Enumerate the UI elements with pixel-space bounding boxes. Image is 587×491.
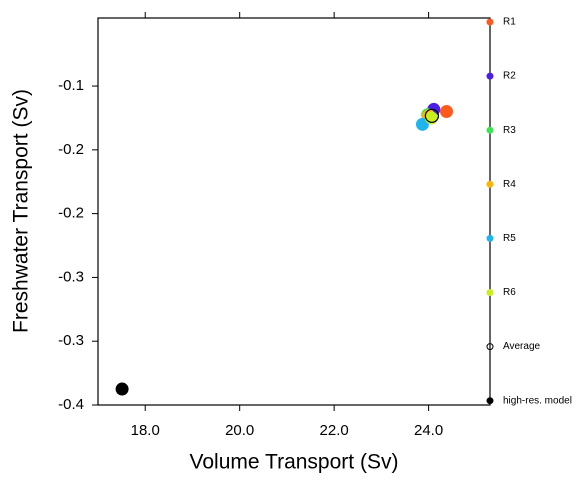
legend-marker	[486, 289, 494, 296]
legend-label: R1	[503, 17, 516, 28]
point	[440, 105, 454, 119]
x-tick-label: 24.0	[414, 422, 443, 439]
legend-label: high-res. model	[503, 395, 572, 406]
legend-marker	[486, 72, 494, 80]
legend-marker	[486, 180, 494, 188]
y-tick-label: -0.2	[58, 141, 84, 158]
point	[115, 382, 129, 396]
legend-label: R6	[503, 287, 516, 298]
legend-label: R3	[503, 125, 516, 136]
x-tick-label: 22.0	[320, 422, 349, 439]
legend-label: R5	[503, 233, 516, 244]
legend-marker	[486, 343, 494, 351]
point	[424, 108, 440, 123]
y-tick-label: -0.2	[58, 205, 84, 222]
point	[415, 117, 429, 131]
x-tick-label: 18.0	[131, 422, 160, 439]
legend-marker	[486, 234, 494, 242]
legend-label: R2	[503, 71, 516, 82]
plot-frame	[97, 17, 491, 406]
x-tick-label: 20.0	[225, 422, 254, 439]
y-tick-label: -0.1	[58, 77, 84, 94]
legend-marker	[486, 18, 494, 26]
legend-label: R4	[503, 179, 516, 190]
legend-label: Average	[503, 341, 541, 352]
legend-marker	[486, 126, 494, 134]
y-tick-label: -0.3	[58, 268, 84, 285]
y-axis-title: Freshwater Transport (Sv)	[10, 89, 33, 333]
x-axis-title: Volume Transport (Sv)	[190, 451, 399, 474]
legend-marker	[486, 397, 494, 405]
y-tick-label: -0.4	[58, 396, 84, 413]
y-tick-label: -0.3	[58, 332, 84, 349]
